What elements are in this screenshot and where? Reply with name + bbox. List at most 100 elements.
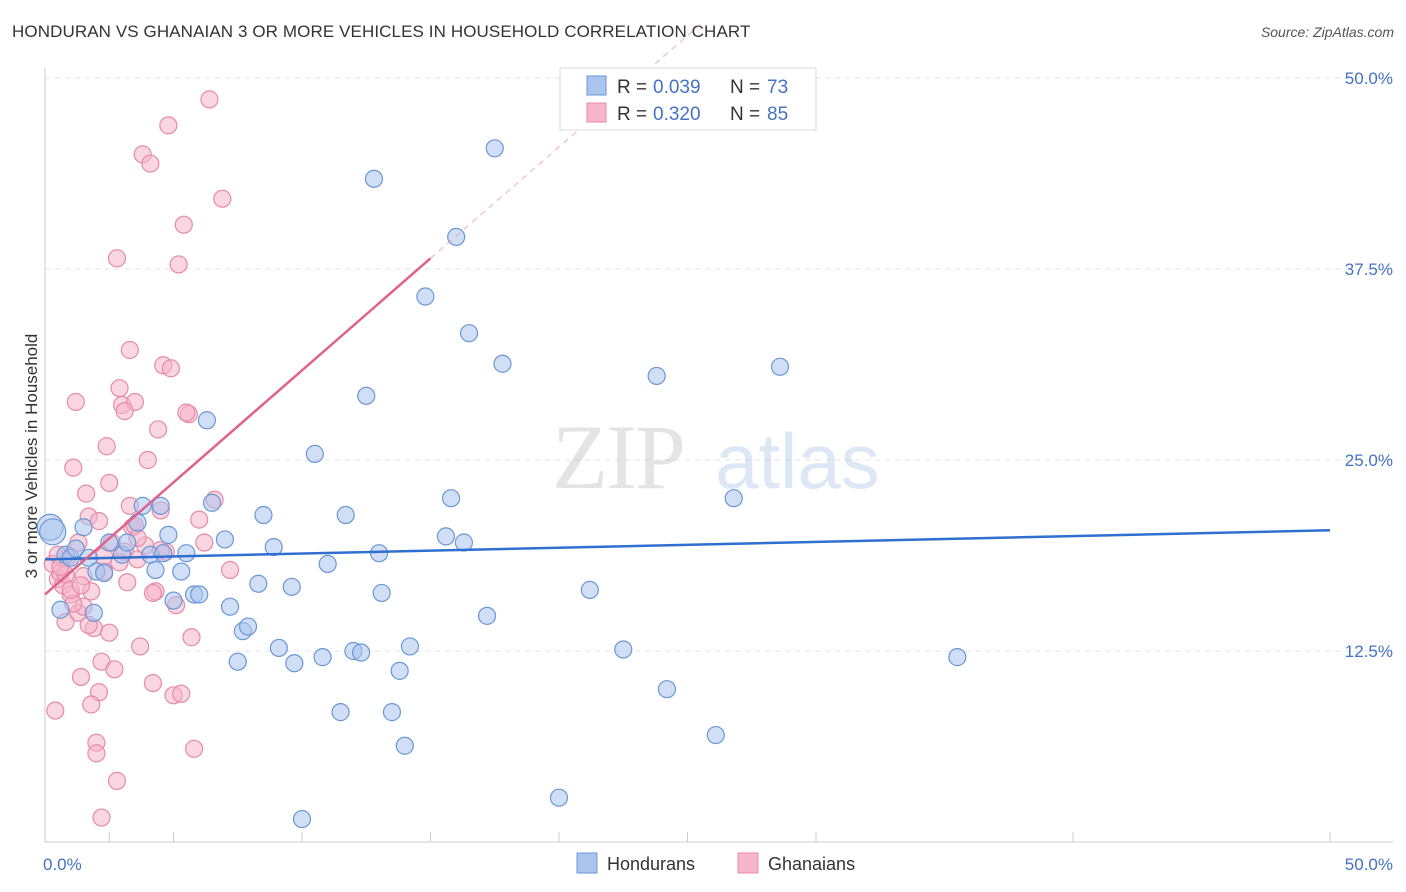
honduran-point	[228, 652, 247, 671]
y-tick-label: 12.5%	[1345, 642, 1393, 661]
honduran-point	[305, 444, 324, 463]
honduran-point	[390, 661, 409, 680]
watermark: ZIP atlas	[552, 406, 880, 508]
honduran-point	[220, 597, 240, 616]
correlation-legend: R = 0.039 N = 73 R = 0.320 N = 85	[559, 67, 817, 131]
honduran-point	[197, 411, 217, 430]
ghanaian-point	[174, 215, 193, 234]
ghanaians-points	[43, 90, 240, 827]
x-tick-min: 0.0%	[43, 855, 82, 874]
ghanaian-point	[89, 512, 109, 531]
honduran-point	[352, 643, 371, 662]
honduran-point	[118, 533, 137, 552]
honduran-point	[202, 493, 222, 512]
ghanaian-point	[141, 154, 160, 173]
series-legend-label-hondurans: Hondurans	[607, 854, 695, 874]
ghanaian-point	[100, 623, 119, 642]
ghanaian-point	[120, 340, 139, 360]
honduran-point	[292, 809, 312, 829]
legend-r-label-hondurans: R =	[617, 77, 647, 98]
ghanaian-point	[130, 637, 150, 656]
honduran-point	[164, 591, 183, 610]
ghanaian-point	[169, 255, 188, 274]
ghanaian-point	[184, 739, 204, 758]
ghanaians-trend-extension	[430, 24, 701, 259]
hondurans-points	[36, 139, 967, 829]
y-tick-labels: 12.5% 25.0% 37.5% 50.0%	[1345, 69, 1393, 661]
honduran-point	[372, 583, 391, 603]
honduran-point	[400, 637, 420, 656]
ghanaian-point	[107, 249, 127, 268]
honduran-point	[66, 539, 85, 558]
ghanaian-point	[220, 560, 240, 580]
honduran-point	[133, 496, 152, 515]
legend-r-value-ghanaians: 0.320	[653, 104, 701, 125]
honduran-point	[477, 606, 497, 625]
honduran-point	[264, 537, 283, 557]
legend-n-value-ghanaians: 85	[767, 104, 788, 125]
honduran-point	[493, 354, 512, 373]
honduran-point	[238, 617, 258, 636]
honduran-point	[254, 505, 273, 525]
ghanaian-point	[190, 510, 209, 529]
legend-r-label-ghanaians: R =	[617, 104, 647, 125]
honduran-point	[146, 560, 165, 580]
honduran-point	[282, 577, 301, 596]
ghanaians-trend-line	[44, 257, 432, 596]
ghanaian-point	[71, 576, 91, 595]
honduran-point	[215, 530, 234, 549]
watermark-zip: ZIP	[552, 406, 684, 508]
series-legend: Hondurans Ghanaians	[576, 852, 855, 874]
y-tick-label: 37.5%	[1345, 260, 1393, 279]
honduran-point	[657, 680, 677, 699]
honduran-point	[395, 736, 414, 755]
ghanaian-point	[182, 628, 201, 647]
ghanaian-point	[143, 583, 163, 603]
x-tick-max: 50.0%	[1345, 855, 1393, 874]
honduran-point	[285, 654, 304, 673]
series-legend-label-ghanaians: Ghanaians	[768, 854, 855, 874]
honduran-point	[331, 703, 350, 722]
ghanaian-point	[148, 420, 168, 439]
legend-n-label-ghanaians: N =	[730, 104, 760, 125]
honduran-point	[95, 563, 114, 583]
honduran-point	[447, 227, 466, 247]
ghanaian-point	[87, 744, 106, 763]
honduran-point	[177, 544, 196, 563]
ghanaian-point	[200, 90, 219, 109]
series-legend-swatch-ghanaians	[737, 852, 759, 874]
honduran-point	[74, 518, 93, 537]
honduran-point	[614, 640, 633, 659]
honduran-point	[154, 544, 173, 563]
ghanaian-point	[46, 701, 65, 720]
ghanaian-point	[115, 402, 134, 421]
y-axis-label: 3 or more Vehicles in Household	[22, 334, 41, 579]
honduran-point	[416, 287, 435, 306]
ghanaian-point	[161, 359, 181, 378]
honduran-point	[190, 585, 209, 604]
watermark-atlas: atlas	[715, 417, 880, 505]
honduran-point	[647, 366, 666, 386]
honduran-point	[159, 525, 178, 544]
ghanaian-point	[64, 458, 83, 477]
y-tick-label: 50.0%	[1345, 69, 1393, 88]
ghanaian-point	[82, 695, 101, 714]
honduran-point	[128, 513, 147, 532]
ghanaian-point	[172, 684, 191, 703]
honduran-point	[249, 574, 268, 593]
x-tick-labels: 0.0% 50.0%	[43, 855, 1393, 874]
source-label: Source: ZipAtlas.com	[1260, 24, 1394, 40]
ghanaian-point	[213, 189, 232, 208]
honduran-point	[336, 505, 355, 525]
honduran-point	[948, 648, 967, 667]
honduran-point	[318, 554, 337, 574]
honduran-point	[724, 489, 743, 508]
honduran-point	[485, 139, 504, 158]
honduran-point	[151, 496, 170, 515]
honduran-point	[100, 533, 119, 552]
ghanaian-point	[97, 437, 116, 456]
honduran-point	[357, 386, 376, 405]
honduran-point	[580, 580, 599, 599]
grid-lines	[45, 77, 1393, 842]
